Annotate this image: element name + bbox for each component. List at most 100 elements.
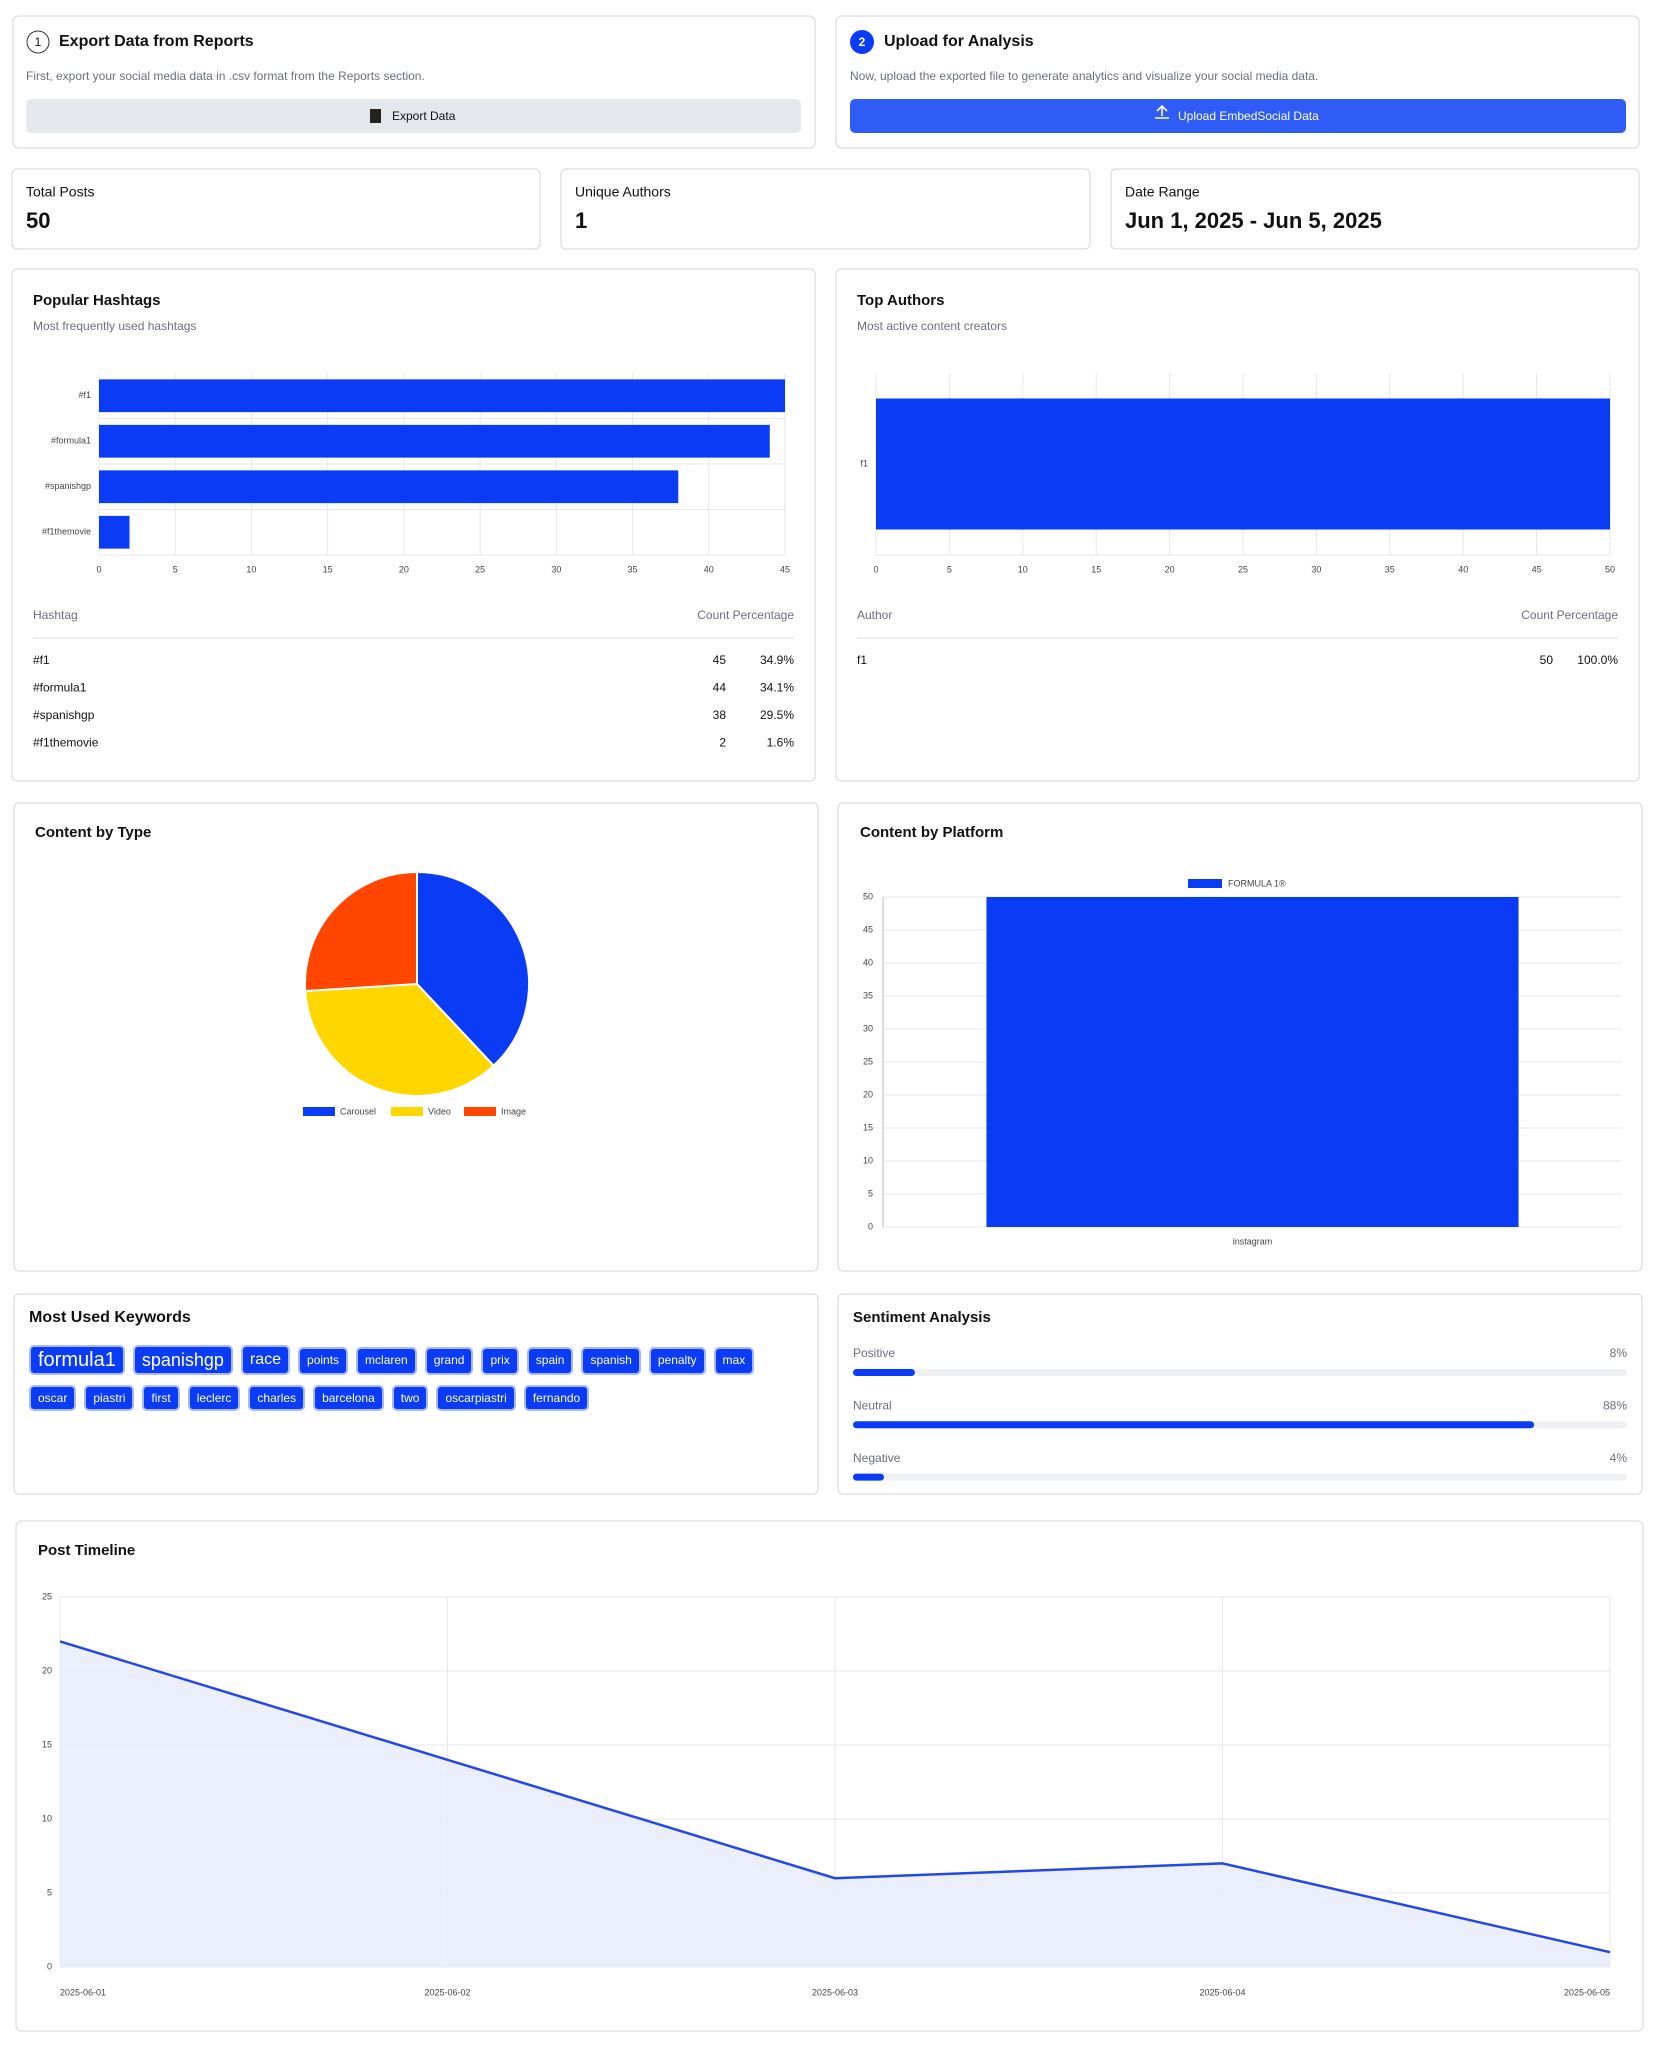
sentiment-value: 88% [1603, 1398, 1627, 1412]
x-tick-label: 10 [1018, 564, 1028, 574]
x-tick-label: 25 [1238, 564, 1248, 574]
x-tick-label: instagram [1233, 1236, 1273, 1246]
line [59, 1640, 1611, 1954]
legend-label: Video [428, 1106, 451, 1116]
y-tick-label: 45 [863, 924, 873, 934]
x-tick-label: 5 [173, 564, 178, 574]
card-title: Most Used Keywords [29, 1309, 191, 1326]
step-badge [850, 30, 874, 54]
x-tick-label: 2025-06-02 [424, 1987, 470, 1997]
keyword-chip: formula1 [29, 1345, 125, 1375]
x-tick-label: 35 [1385, 564, 1395, 574]
keyword-chip: piastri [84, 1385, 135, 1411]
x-tick-label: 35 [628, 564, 638, 574]
x-tick-label: 2025-06-05 [1564, 1987, 1610, 1997]
step-title: Export Data from Reports [59, 33, 254, 50]
keyword-chip: prix [481, 1347, 519, 1375]
stat-label: Date Range [1125, 184, 1200, 200]
stat-card [560, 168, 1091, 250]
x-tick-label: 5 [947, 564, 952, 574]
y-tick-label: 0 [868, 1221, 873, 1231]
table-cell: #f1themovie [33, 735, 99, 749]
chart-title: Sentiment Analysis [853, 1309, 991, 1326]
table-cell: 34.1% [760, 681, 794, 695]
x-tick-label: 0 [96, 564, 101, 574]
legend-swatch [1188, 879, 1222, 888]
table-header: Count Percentage [697, 608, 794, 622]
x-tick-label: 15 [1091, 564, 1101, 574]
y-tick-label: #spanishgp [45, 481, 91, 491]
x-tick-label: 2025-06-04 [1199, 1987, 1245, 1997]
legend-label: FORMULA 1® [1228, 878, 1286, 888]
step-title: Upload for Analysis [884, 33, 1034, 50]
y-tick-label: 25 [863, 1056, 873, 1066]
sentiment-value: 4% [1610, 1451, 1628, 1465]
progress-track [853, 1369, 1627, 1376]
y-tick-label: #f1 [78, 390, 91, 400]
y-tick-label: 5 [47, 1887, 52, 1897]
table-cell: 1.6% [767, 735, 795, 749]
y-tick-label: 20 [863, 1089, 873, 1099]
x-tick-label: 2025-06-01 [60, 1987, 106, 1997]
keyword-chip: max [713, 1347, 755, 1375]
chart-title: Top Authors [857, 292, 944, 309]
x-tick-label: 15 [323, 564, 333, 574]
bar [99, 424, 770, 458]
chart-subtitle: Most active content creators [857, 319, 1007, 333]
x-tick-label: 30 [551, 564, 561, 574]
y-tick-label: 10 [863, 1155, 873, 1165]
stat-value: 1 [575, 208, 587, 233]
bar [99, 379, 785, 413]
step-text: First, export your social media data in … [26, 69, 425, 83]
button-label[interactable]: Export Data [392, 109, 456, 123]
y-tick-label: 5 [868, 1188, 873, 1198]
bar [986, 897, 1519, 1227]
x-tick-label: 45 [1532, 564, 1542, 574]
keyword-chip: penalty [648, 1347, 706, 1375]
keyword-chip: mclaren [356, 1347, 417, 1375]
table-cell: 45 [713, 653, 727, 667]
upload-button[interactable] [850, 99, 1626, 133]
chart-subtitle: Most frequently used hashtags [33, 319, 196, 333]
y-tick-label: 20 [42, 1665, 52, 1675]
progress-bar [853, 1473, 884, 1481]
stat-value: 50 [26, 208, 50, 233]
table-header: Hashtag [33, 608, 78, 622]
keyword-chip: spanishgp [132, 1345, 233, 1375]
step-number: 1 [35, 35, 42, 49]
x-tick-label: 20 [399, 564, 409, 574]
x-tick-label: 40 [704, 564, 714, 574]
pie-slice [304, 982, 496, 1097]
table-cell: f1 [857, 653, 867, 667]
table-cell: #formula1 [33, 681, 87, 695]
button-label[interactable]: Upload EmbedSocial Data [1178, 109, 1319, 123]
pie-slice [304, 870, 418, 993]
chart-title: Content by Type [35, 824, 151, 841]
keyword-chip: points [298, 1347, 349, 1375]
legend-label: Image [501, 1106, 526, 1116]
y-tick-label: 15 [863, 1122, 873, 1132]
keyword-chip: fernando [523, 1385, 590, 1411]
keyword-cloud: formula1 spanishgp race points mclaren grand p… [29, 1345, 809, 1411]
step-number: 2 [859, 35, 866, 49]
x-tick-label: 2025-06-03 [812, 1987, 858, 1997]
table-cell: #spanishgp [33, 708, 95, 722]
keyword-chip: charles [248, 1385, 306, 1411]
keyword-chip: first [142, 1385, 180, 1411]
y-tick-label: 15 [42, 1739, 52, 1749]
keyword-chip: spain [526, 1347, 574, 1375]
keyword-chip: barcelona [313, 1385, 384, 1411]
table-cell: 100.0% [1577, 653, 1618, 667]
export-button[interactable] [26, 99, 801, 133]
y-tick-label: 50 [863, 891, 873, 901]
y-tick-label: #formula1 [51, 436, 91, 446]
sentiment-label: Positive [853, 1346, 895, 1360]
area [60, 1641, 1610, 1967]
chart-card [837, 1293, 1643, 1495]
table-cell: 2 [719, 735, 726, 749]
step-badge [26, 30, 50, 54]
y-tick-label: 35 [863, 990, 873, 1000]
table-header: Count Percentage [1521, 608, 1618, 622]
